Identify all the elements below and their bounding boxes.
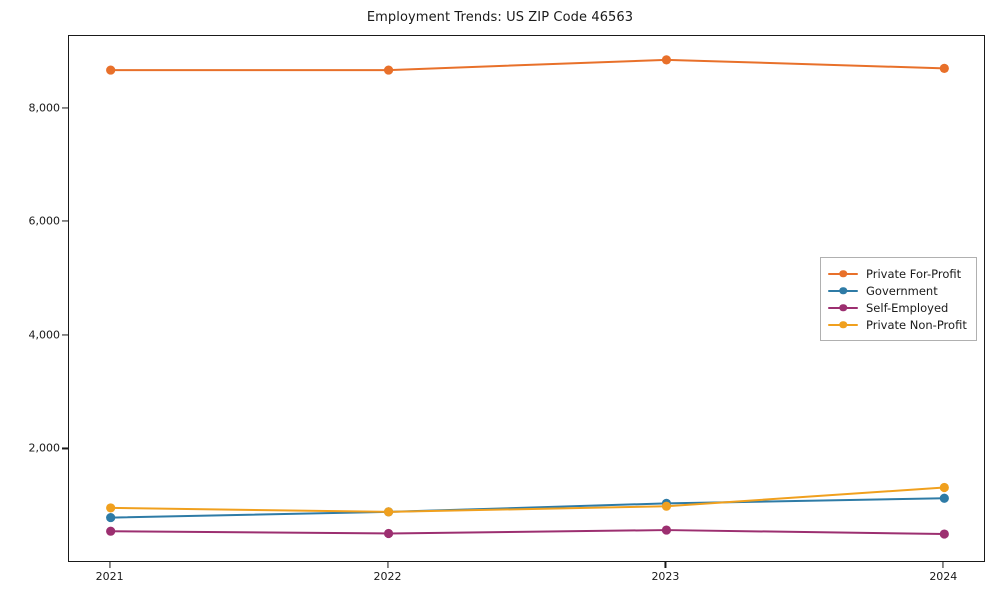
x-axis-tick-label: 2023 bbox=[651, 570, 680, 583]
data-point-marker bbox=[106, 526, 116, 536]
data-point-marker bbox=[383, 65, 394, 75]
x-axis-tick-label: 2022 bbox=[373, 570, 402, 583]
x-axis-tick-mark bbox=[664, 562, 666, 568]
series-lines bbox=[106, 55, 949, 539]
series-line bbox=[109, 58, 946, 72]
x-axis-tick-label: 2024 bbox=[929, 570, 958, 583]
data-point-marker bbox=[939, 63, 949, 73]
y-axis-tick-label: 2,000 bbox=[28, 441, 61, 455]
legend-item-1[interactable]: Private For-Profit bbox=[828, 265, 967, 282]
y-axis-tick-mark bbox=[62, 107, 68, 109]
series-3 bbox=[106, 525, 949, 539]
data-point-marker bbox=[661, 55, 672, 65]
legend-item-3[interactable]: Self-Employed bbox=[828, 299, 967, 316]
y-axis-tick-mark bbox=[62, 334, 68, 336]
legend-marker-icon bbox=[828, 268, 858, 280]
series-line bbox=[109, 497, 946, 519]
data-point-marker bbox=[939, 482, 949, 493]
legend-item-label: Government bbox=[866, 283, 938, 298]
series-1 bbox=[106, 55, 949, 75]
legend-item-label: Self-Employed bbox=[866, 300, 949, 315]
legend-marker-icon bbox=[828, 285, 858, 297]
data-point-marker bbox=[939, 529, 949, 539]
plot-inner bbox=[69, 36, 984, 561]
legend-marker-icon bbox=[828, 302, 858, 314]
legend-item-label: Private Non-Profit bbox=[866, 317, 967, 332]
legend-item-label: Private For-Profit bbox=[866, 266, 962, 281]
data-point-marker bbox=[939, 493, 949, 503]
y-axis-tick-label: 6,000 bbox=[28, 214, 61, 228]
legend-item-4[interactable]: Private Non-Profit bbox=[828, 316, 967, 333]
x-axis-tick-mark bbox=[942, 562, 944, 568]
x-axis-tick-mark bbox=[387, 562, 389, 568]
y-axis-tick-label: 8,000 bbox=[28, 101, 61, 115]
data-point-marker bbox=[383, 528, 394, 539]
data-point-marker bbox=[661, 525, 672, 535]
chart-title: Employment Trends: US ZIP Code 46563 bbox=[366, 10, 634, 25]
y-axis-tick-label: 4,000 bbox=[28, 328, 61, 342]
series-line bbox=[109, 529, 946, 536]
y-axis-tick-mark bbox=[62, 220, 68, 222]
series-4 bbox=[106, 482, 949, 517]
legend-item-2[interactable]: Government bbox=[828, 282, 967, 299]
series-2 bbox=[106, 493, 949, 523]
series-line bbox=[109, 486, 946, 513]
x-axis-tick-label: 2021 bbox=[95, 570, 124, 583]
data-point-marker bbox=[106, 503, 116, 513]
legend-marker-icon bbox=[828, 319, 858, 331]
x-axis-tick-mark bbox=[109, 562, 111, 568]
data-point-marker bbox=[661, 501, 672, 511]
chart-legend: Private For-Profit Government Self-Employe… bbox=[820, 257, 977, 341]
data-point-marker bbox=[106, 65, 116, 75]
data-point-marker bbox=[383, 507, 394, 517]
data-point-marker bbox=[106, 512, 116, 523]
y-axis-tick-mark bbox=[62, 447, 68, 449]
